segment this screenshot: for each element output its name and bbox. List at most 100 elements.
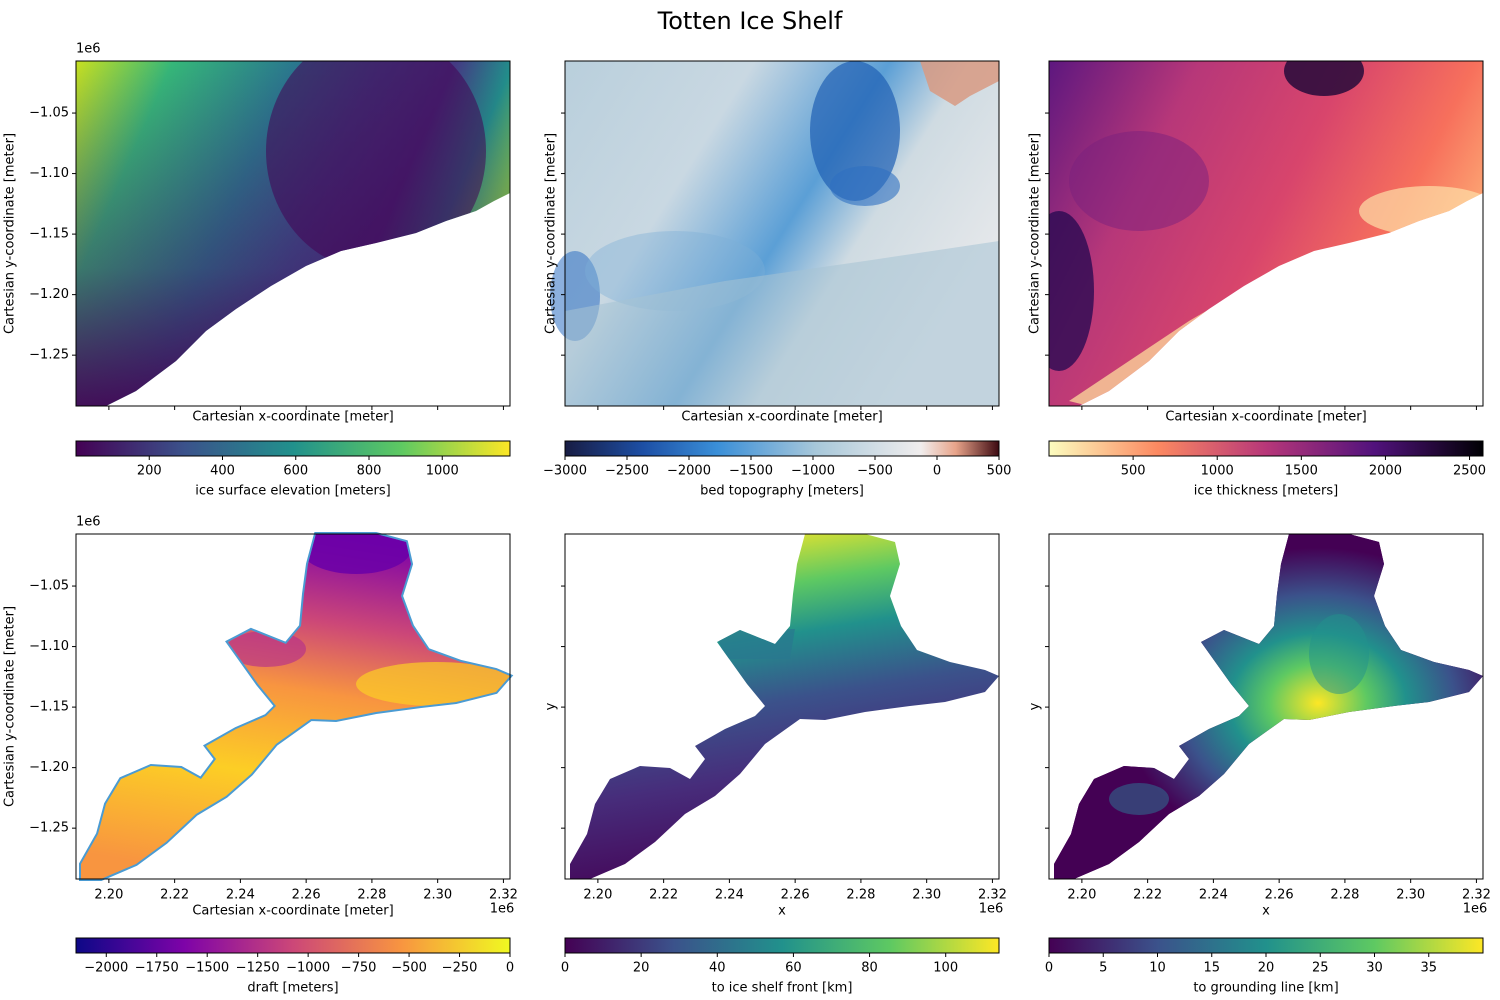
x-tick-label: 2.26 [781, 888, 810, 903]
colorbar-tick-label: 500 [1121, 464, 1146, 479]
y-axis-label: y [544, 702, 559, 710]
axes-frame [1048, 533, 1484, 880]
x-tick-label: 2.22 [1133, 888, 1162, 903]
colorbar-tick-label: 100 [933, 961, 958, 976]
x-axis-label: Cartesian x-coordinate [meter] [1165, 410, 1366, 425]
colorbar-tick-label: 30 [1366, 961, 1383, 976]
colorbar-gradient [76, 938, 510, 953]
colorbar-tick-label: −500 [857, 464, 893, 479]
colorbar-gradient [76, 441, 510, 456]
x-axis-label: x [778, 904, 786, 919]
colorbar-gradient [1049, 938, 1483, 953]
distance-front-field [570, 534, 999, 879]
colorbar-frame [1048, 440, 1484, 457]
x-offset-label: 1e6 [979, 902, 1004, 917]
axes-frame [75, 533, 511, 880]
x-tick-label: 2.24 [715, 888, 744, 903]
axes-frame [564, 60, 1000, 407]
colorbar-tick-label: 35 [1420, 961, 1437, 976]
x-offset-label: 1e6 [490, 902, 515, 917]
colorbar-label: bed topography [meters] [700, 484, 864, 499]
colorbar-frame [75, 937, 511, 954]
y-tick-label: −1.20 [29, 287, 69, 302]
colorbar-tick-label: 200 [137, 464, 162, 479]
x-tick-label: 2.28 [846, 888, 875, 903]
colorbar-label: ice surface elevation [meters] [195, 484, 390, 499]
panel-distance-front [564, 533, 1000, 880]
colorbar-tick-label: 500 [987, 464, 1012, 479]
colorbar-tick-label: 2500 [1453, 464, 1486, 479]
x-axis-label: x [1262, 904, 1270, 919]
colorbar-tick-label: 600 [283, 464, 308, 479]
x-tick-label: 2.30 [912, 888, 941, 903]
colorbar-frame [75, 440, 511, 457]
colorbar-tick-label: 400 [210, 464, 235, 479]
colorbar-tick-label: −1500 [185, 961, 229, 976]
colorbar-tick-label: 2000 [1369, 464, 1402, 479]
y-axis-label: y [1028, 702, 1043, 710]
figure-title: Totten Ice Shelf [657, 7, 843, 35]
y-axis-label: Cartesian y-coordinate [meter] [3, 133, 18, 334]
y-tick-label: −1.25 [29, 348, 69, 363]
x-tick-label: 2.28 [357, 888, 386, 903]
colorbar-tick-label: −2000 [667, 464, 711, 479]
x-offset-label: 1e6 [1463, 902, 1488, 917]
y-offset-label: 1e6 [76, 42, 101, 57]
x-tick-label: 2.20 [583, 888, 612, 903]
colorbar-gradient [565, 938, 999, 953]
x-tick-label: 2.32 [489, 888, 518, 903]
y-tick-label: −1.05 [29, 579, 69, 594]
colorbar-tick-label: −1750 [135, 961, 179, 976]
y-tick-label: −1.10 [29, 166, 69, 181]
x-axis-label: Cartesian x-coordinate [meter] [192, 904, 393, 919]
x-tick-label: 2.28 [1330, 888, 1359, 903]
colorbar-tick-label: 1000 [1201, 464, 1234, 479]
surface-elevation-field [76, 61, 510, 406]
panel-draft [75, 532, 514, 881]
x-tick-label: 2.30 [1396, 888, 1425, 903]
panel-ice-thickness [1048, 60, 1484, 407]
colorbar-tick-label: −500 [391, 961, 427, 976]
y-tick-label: −1.25 [29, 821, 69, 836]
x-tick-label: 2.22 [649, 888, 678, 903]
x-tick-label: 2.30 [423, 888, 452, 903]
colorbar-tick-label: −2000 [84, 961, 128, 976]
panel-bed-topography [550, 60, 1000, 407]
axes-frame [564, 533, 1000, 880]
colorbar-tick-label: 20 [1258, 961, 1275, 976]
y-axis-label: Cartesian y-coordinate [meter] [544, 133, 559, 334]
axes-decorations: −1.05 −1.10 −1.15 −1.20 −1.25 Cartesian x-coo… [3, 42, 1491, 996]
colorbar-tick-label: −1000 [791, 464, 835, 479]
axes-frame [75, 60, 511, 407]
colorbar-tick-label: 1500 [1285, 464, 1318, 479]
colorbar-tick-label: 0 [506, 961, 514, 976]
y-offset-label: 1e6 [76, 515, 101, 530]
y-tick-label: −1.10 [29, 639, 69, 654]
x-tick-label: 2.22 [160, 888, 189, 903]
colorbar-frame [564, 440, 1000, 457]
x-tick-label: 2.20 [94, 888, 123, 903]
axes-frame [1048, 60, 1484, 407]
colorbar-frame [564, 937, 1000, 954]
bed-topography-field [550, 61, 999, 406]
colorbar-tick-label: 10 [1149, 961, 1166, 976]
colorbar-tick-label: 20 [633, 961, 650, 976]
colorbar-tick-label: −1000 [286, 961, 330, 976]
panel-distance-grounding [1048, 533, 1484, 880]
colorbar-tick-label: 15 [1203, 961, 1220, 976]
colorbar-tick-label: 80 [861, 961, 878, 976]
y-tick-label: −1.15 [29, 227, 69, 242]
colorbar-tick-label: 1000 [426, 464, 459, 479]
colorbar-tick-label: 0 [561, 961, 569, 976]
x-tick-label: 2.20 [1067, 888, 1096, 903]
y-tick-label: −1.15 [29, 700, 69, 715]
colorbar-tick-label: 0 [1045, 961, 1053, 976]
y-tick-label: −1.20 [29, 760, 69, 775]
colorbar-tick-label: −750 [341, 961, 377, 976]
y-axis-label: Cartesian y-coordinate [meter] [1028, 133, 1043, 334]
x-tick-label: 2.26 [1265, 888, 1294, 903]
colorbar-tick-label: 40 [709, 961, 726, 976]
colorbar-tick-label: −1500 [729, 464, 773, 479]
colorbar-label: to grounding line [km] [1193, 981, 1338, 996]
